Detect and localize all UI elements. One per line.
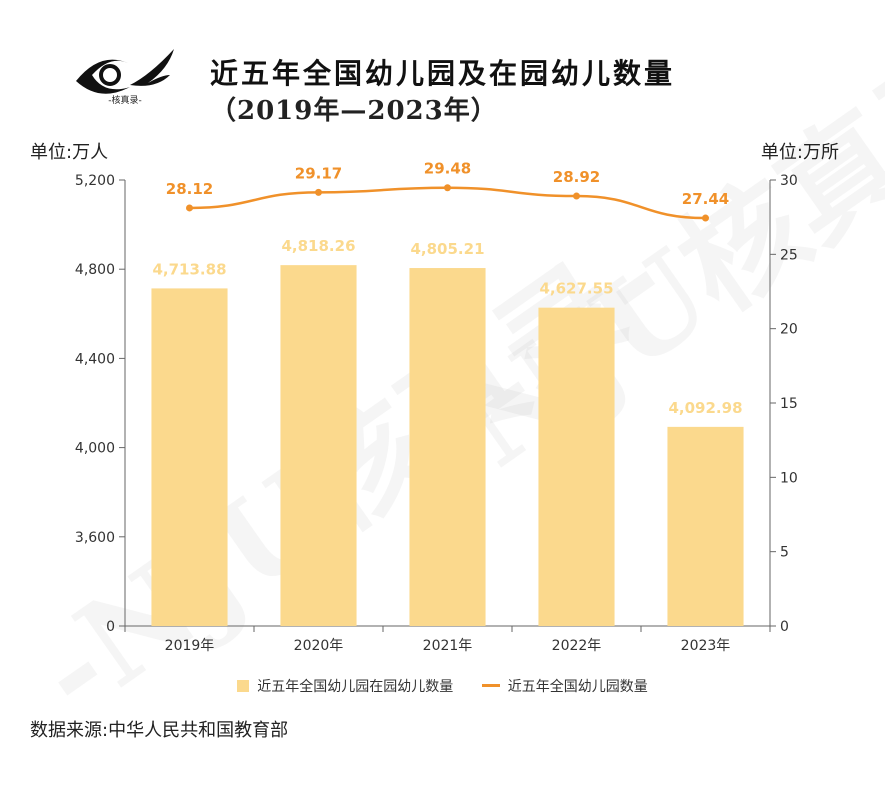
chart-subtitle: （2019年—2023年） bbox=[210, 96, 498, 126]
line-point bbox=[315, 188, 322, 196]
bar bbox=[667, 426, 744, 626]
bar bbox=[151, 288, 228, 626]
line-series bbox=[189, 186, 706, 220]
line-point bbox=[186, 204, 193, 212]
line-point bbox=[702, 214, 709, 222]
logo-text: -核真录- bbox=[108, 94, 142, 106]
line-data-label: 28.12 bbox=[166, 180, 213, 198]
line-data-label: 27.44 bbox=[682, 190, 729, 208]
data-source: 数据来源:中华人民共和国教育部 bbox=[30, 720, 289, 741]
x-axis-tick-label: 2023年 bbox=[681, 638, 731, 654]
left-axis-unit: 单位:万人 bbox=[30, 142, 109, 163]
right-axis-tick-label: 25 bbox=[780, 247, 798, 263]
line-point bbox=[573, 192, 580, 200]
x-axis-tick-label: 2020年 bbox=[294, 638, 344, 654]
logo-eye-shape bbox=[76, 59, 130, 94]
x-axis-tick-label: 2022年 bbox=[552, 638, 602, 654]
legend-item-line: 近五年全国幼儿园数量 bbox=[481, 676, 648, 696]
legend-label-bar: 近五年全国幼儿园在园幼儿数量 bbox=[257, 679, 454, 695]
left-axis-tick-label: 5,200 bbox=[75, 173, 115, 189]
right-axis-tick-label: 20 bbox=[780, 322, 798, 338]
bar-data-label: 4,092.98 bbox=[668, 399, 742, 417]
bar-data-label: 4,818.26 bbox=[281, 237, 355, 255]
line-data-label: 29.17 bbox=[295, 164, 342, 182]
logo-pupil bbox=[99, 64, 121, 86]
bar bbox=[409, 268, 486, 626]
right-axis-unit: 单位:万所 bbox=[760, 142, 839, 163]
bar-data-label: 4,713.88 bbox=[152, 260, 226, 278]
left-axis-tick-label: 4,400 bbox=[75, 351, 115, 367]
legend-swatch-bar bbox=[237, 680, 250, 692]
legend-swatch-line bbox=[481, 684, 500, 687]
chart-title: 近五年全国幼儿园及在园幼儿数量 bbox=[210, 57, 676, 90]
legend-label-line: 近五年全国幼儿园数量 bbox=[507, 679, 648, 695]
legend: 近五年全国幼儿园在园幼儿数量 近五年全国幼儿园数量 bbox=[0, 676, 885, 696]
left-axis-tick-label: 4,000 bbox=[75, 441, 115, 457]
right-axis-tick-label: 30 bbox=[780, 173, 798, 189]
bar bbox=[538, 307, 615, 626]
right-axis-tick-label: 10 bbox=[780, 470, 798, 486]
logo: -核真录- bbox=[76, 49, 174, 106]
left-axis-tick-label: 3,600 bbox=[75, 530, 115, 546]
line-data-label: 28.92 bbox=[553, 168, 600, 186]
x-axis-tick-label: 2021年 bbox=[423, 638, 473, 654]
legend-item-bar: 近五年全国幼儿园在园幼儿数量 bbox=[237, 676, 453, 696]
right-axis-tick-label: 5 bbox=[780, 545, 789, 561]
left-axis-tick-label: 0 bbox=[106, 619, 115, 635]
x-axis-tick-label: 2019年 bbox=[165, 638, 215, 654]
right-axis-tick-label: 15 bbox=[780, 396, 798, 412]
line-point bbox=[444, 184, 451, 192]
line-data-label: 29.48 bbox=[424, 160, 471, 178]
right-axis-tick-label: 0 bbox=[780, 619, 789, 635]
bar-data-label: 4,805.21 bbox=[410, 240, 484, 258]
left-axis-tick-label: 4,800 bbox=[75, 262, 115, 278]
bar-data-label: 4,627.55 bbox=[539, 280, 613, 298]
bar bbox=[280, 265, 357, 626]
logo-quill bbox=[130, 49, 174, 86]
